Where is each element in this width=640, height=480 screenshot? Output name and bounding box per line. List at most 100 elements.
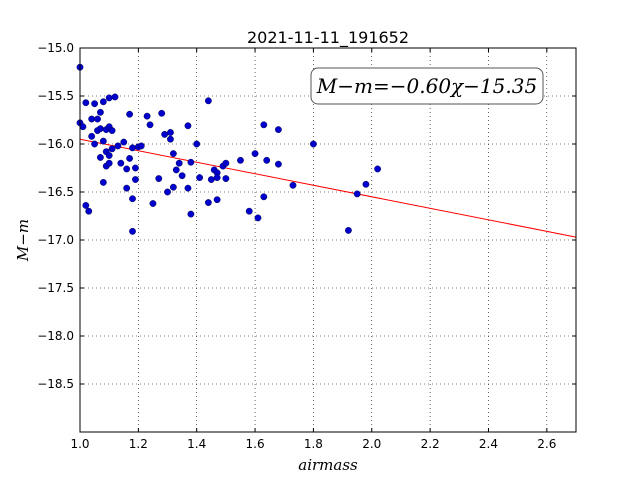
ticks: 1.0 1.2 1.4 1.6 1.8 2.0 2.2 2.4 2.6 −15.0 −15.5 −16… [37,41,576,451]
scatter-point [164,188,171,196]
scatter-point [187,158,195,166]
scatter-point [126,110,134,118]
scatter-point [108,145,116,153]
scatter-point [167,129,174,136]
scatter-point [146,121,154,129]
annotation-box [310,67,544,105]
scatter-point [187,210,195,218]
scatter-point [99,178,107,186]
scatter-point [126,154,134,162]
scatter-point [82,99,90,107]
scatter-point [374,165,381,173]
y-tick-label: −17.0 [37,233,74,247]
scatter-point [178,172,186,180]
scatter-point [213,174,221,182]
y-tick-label: −16.0 [37,137,74,151]
scatter-point [129,195,136,203]
scatter-point [88,115,96,123]
scatter-point [91,100,98,108]
scatter-point [169,183,177,191]
scatter-point [353,190,361,198]
x-axis-label: airmass [298,456,358,474]
scatter-point [169,150,177,158]
y-tick-label: −18.5 [37,377,74,391]
fit-annotation: M−m=−0.60χ−15.35 [310,67,544,105]
y-tick-label: −18.0 [37,329,74,343]
scatter-point [167,135,174,143]
scatter-point [345,226,352,234]
scatter-point [91,140,98,148]
scatter-point [251,150,259,158]
scatter-point [254,214,262,222]
y-tick-label: −17.5 [37,281,74,295]
scatter-point [132,164,139,172]
scatter-point [129,227,136,235]
scatter-point [88,132,96,140]
y-tick-label: −15.5 [37,89,74,103]
scatter-point [193,140,201,148]
x-tick-label: 1.6 [246,437,265,451]
scatter-point [97,108,104,116]
scatter-point [99,98,107,106]
scatter-point [184,122,192,130]
scatter-point [213,196,221,204]
scatter-point [237,156,244,164]
scatter-point [245,207,253,215]
scatter-point [137,142,145,150]
scatter-point [123,165,131,173]
scatter-point [310,140,317,148]
scatter-point [204,97,212,105]
x-tick-label: 2.6 [537,437,556,451]
scatter-point [155,175,163,182]
annotation-text: M−m=−0.60χ−15.35 [316,74,537,98]
scatter-point [114,142,122,150]
scatter-point [143,112,151,120]
scatter-point [260,193,268,201]
x-tick-label: 2.4 [479,437,498,451]
scatter-point [222,159,230,167]
scatter-point [149,200,157,207]
scatter-point [158,109,166,117]
scatter-point [97,125,104,133]
scatter-point [108,127,116,134]
x-tick-label: 1.0 [70,437,89,451]
scatter-point [175,159,183,167]
scatter-point [132,176,139,183]
scatter-point [105,94,113,102]
scatter-point [97,154,104,161]
scatter-point [289,181,297,189]
scatter-point [172,166,180,174]
scatter-point [274,126,282,134]
fit-line [79,138,577,238]
scatter-point [204,199,212,206]
x-tick-label: 1.2 [129,437,148,451]
fit-layer [79,138,577,238]
scatter-point [274,160,282,168]
scatter-point [105,159,113,167]
scatter-point [263,156,271,164]
scatter-point [105,152,113,159]
scatter-point [260,121,268,129]
y-tick-label: −15.0 [37,41,74,55]
x-tick-label: 2.2 [421,437,440,451]
scatter-point [161,130,169,138]
x-tick-label: 1.4 [187,437,206,451]
scatter-point [129,144,136,152]
scatter-point [94,115,101,123]
scatter-point [120,138,128,146]
scatter-point [123,184,131,192]
scatter-point [196,174,204,182]
scatter-points [76,63,381,235]
scatter-point [79,123,87,131]
scatter-point [85,207,93,215]
scatter-point [117,159,125,167]
scatter-point [207,176,215,183]
scatter-point [111,93,119,101]
scatter-point [99,137,107,145]
chart-title: 2021-11-11_191652 [247,28,409,48]
y-tick-label: −16.5 [37,185,74,199]
scatter-point [362,180,370,188]
x-tick-label: 2.0 [362,437,381,451]
scatter-point [222,175,230,182]
